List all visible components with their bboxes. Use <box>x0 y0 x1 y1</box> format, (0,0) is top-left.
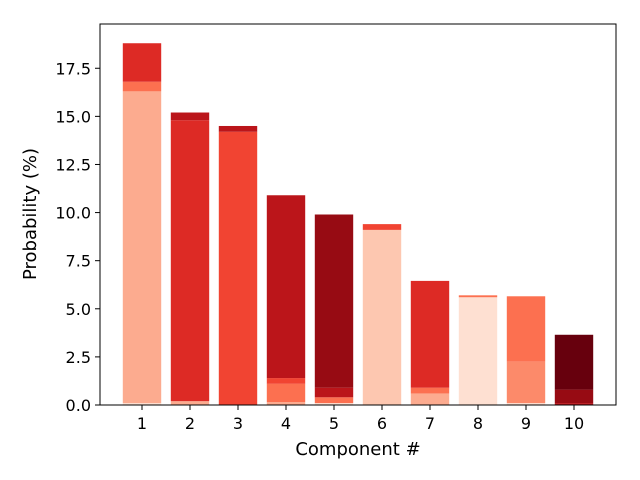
bar-segment-4-1 <box>266 402 306 405</box>
y-tick-label: 7.5 <box>66 252 91 271</box>
bar-segment-4-2 <box>266 383 306 403</box>
bar-segment-3-1 <box>218 131 258 405</box>
bar-segment-5-1 <box>314 403 354 405</box>
bar-stack-6 <box>362 224 402 405</box>
bar-segment-8-2 <box>458 295 498 298</box>
x-tick-label: 8 <box>473 414 483 433</box>
bar-segment-10-2 <box>554 389 594 404</box>
bar-stack-5 <box>314 214 354 405</box>
y-axis-ticks: 0.0 2.5 5.0 7.5 10.0 12.5 15.0 17.5 <box>55 59 100 415</box>
x-tick-label: 4 <box>281 414 291 433</box>
y-axis-label: Probability (%) <box>20 148 41 280</box>
bar-stack-3 <box>218 125 258 405</box>
bar-segment-2-3 <box>170 112 210 121</box>
bars-layer <box>122 43 594 405</box>
bar-segment-6-2 <box>362 224 402 230</box>
bar-segment-10-1 <box>554 403 594 405</box>
bar-segment-1-2 <box>122 91 162 404</box>
x-tick-label: 10 <box>564 414 584 433</box>
y-tick-label: 0.0 <box>66 396 91 415</box>
y-tick-label: 17.5 <box>55 59 91 78</box>
bar-segment-7-1 <box>410 393 450 405</box>
bar-stack-9 <box>506 296 546 405</box>
y-tick-label: 12.5 <box>55 155 91 174</box>
x-tick-label: 3 <box>233 414 243 433</box>
bar-segment-9-2 <box>506 361 546 404</box>
bar-segment-2-2 <box>170 120 210 402</box>
x-tick-label: 7 <box>425 414 435 433</box>
y-tick-label: 2.5 <box>66 348 91 367</box>
bar-segment-1-1 <box>122 403 162 405</box>
x-tick-label: 1 <box>137 414 147 433</box>
y-tick-label: 10.0 <box>55 204 91 223</box>
bar-segment-5-2 <box>314 397 354 404</box>
bar-segment-9-1 <box>506 403 546 405</box>
bar-segment-4-3 <box>266 378 306 384</box>
x-tick-label: 2 <box>185 414 195 433</box>
bar-stack-1 <box>122 43 162 405</box>
bar-segment-4-4 <box>266 195 306 379</box>
bar-stack-4 <box>266 195 306 405</box>
bar-segment-8-1 <box>458 297 498 405</box>
bar-stack-10 <box>554 334 594 405</box>
x-tick-label: 5 <box>329 414 339 433</box>
plot-area-frame <box>99 23 617 406</box>
bar-stack-8 <box>458 295 498 405</box>
bar-stack-2 <box>170 112 210 405</box>
bar-segment-3-2 <box>218 125 258 132</box>
bar-segment-2-1 <box>170 401 210 405</box>
bar-segment-1-4 <box>122 43 162 82</box>
x-tick-label: 6 <box>377 414 387 433</box>
y-tick-label: 5.0 <box>66 300 91 319</box>
bar-stack-7 <box>410 280 450 405</box>
bar-segment-1-3 <box>122 81 162 92</box>
bar-segment-7-2 <box>410 387 450 394</box>
bar-segment-9-3 <box>506 296 546 362</box>
bar-segment-6-1 <box>362 229 402 405</box>
x-axis-ticks: 1 2 3 4 5 6 7 8 9 10 <box>137 405 584 433</box>
x-tick-label: 9 <box>521 414 531 433</box>
bar-segment-7-3 <box>410 280 450 388</box>
bar-segment-10-3 <box>554 334 594 390</box>
bar-segment-5-4 <box>314 214 354 388</box>
bar-segment-5-3 <box>314 387 354 398</box>
x-axis-label: Component # <box>295 439 420 460</box>
y-tick-label: 15.0 <box>55 107 91 126</box>
